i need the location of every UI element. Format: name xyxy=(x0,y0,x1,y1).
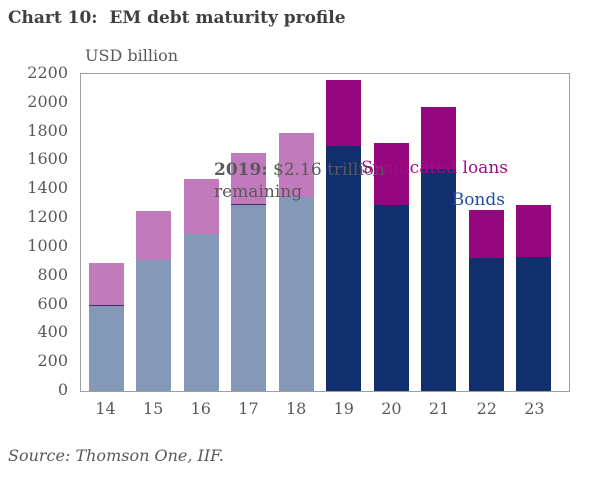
bar-2022 xyxy=(468,74,504,391)
source-note: Source: Thomson One, IIF. xyxy=(8,446,224,465)
bar-2018 xyxy=(278,74,314,391)
x-axis: 14 15 16 17 18 19 20 21 22 23 xyxy=(80,399,570,418)
bar-2023-syndicated-loans-segment xyxy=(515,205,551,257)
bar-2016-syndicated-loans-segment xyxy=(183,179,219,234)
bar-2017 xyxy=(231,74,267,391)
y-tick-1000: 1000 xyxy=(27,236,68,255)
y-tick-1200: 1200 xyxy=(27,207,68,226)
x-tick-17: 17 xyxy=(238,399,259,418)
bar-2020-syndicated-loans-segment xyxy=(373,143,409,205)
bar-2015-bonds-segment xyxy=(136,260,172,391)
x-tick-15: 15 xyxy=(142,399,164,418)
x-tick-23: 23 xyxy=(524,399,545,418)
y-tick-1400: 1400 xyxy=(27,178,68,197)
bar-2019 xyxy=(326,74,362,391)
bar-2017-bonds-segment xyxy=(231,205,267,391)
x-tick-19: 19 xyxy=(333,399,354,418)
bar-2021-bonds-segment xyxy=(421,169,457,391)
x-tick-21: 21 xyxy=(428,399,450,418)
bar-2023-bonds-segment xyxy=(515,257,551,391)
y-tick-400: 400 xyxy=(37,322,68,341)
bar-2022-syndicated-loans-segment xyxy=(468,210,504,258)
bar-2023 xyxy=(515,74,551,391)
y-tick-1800: 1800 xyxy=(27,121,68,140)
bar-2021 xyxy=(421,74,457,391)
bar-2019-bonds-segment xyxy=(326,146,362,391)
x-tick-22: 22 xyxy=(476,399,497,418)
y-axis: 2200 2000 1800 1600 1400 1200 1000 800 600 400 200… xyxy=(0,63,68,399)
y-tick-2000: 2000 xyxy=(27,92,68,111)
bar-2014 xyxy=(89,74,124,391)
y-tick-200: 200 xyxy=(37,351,68,370)
annotation-2019-remaining: 2019: $2.16 trillion remaining xyxy=(214,159,434,203)
bar-2016 xyxy=(183,74,219,391)
y-tick-600: 600 xyxy=(37,294,68,313)
legend-syndicated-loans: Syndicated loans xyxy=(361,158,508,178)
x-tick-20: 20 xyxy=(381,399,402,418)
legend-bonds: Bonds xyxy=(451,190,505,210)
bar-2020 xyxy=(373,74,409,391)
bar-2022-bonds-segment xyxy=(468,258,504,391)
plot-bars xyxy=(81,74,569,391)
bar-2019-syndicated-loans-segment xyxy=(326,80,362,146)
bar-2014-syndicated-loans-segment xyxy=(89,263,124,306)
bar-2021-syndicated-loans-segment xyxy=(421,107,457,169)
bar-2018-bonds-segment xyxy=(278,197,314,391)
annotation-line2: remaining xyxy=(214,182,303,202)
annotation-amount: $2.16 trillion xyxy=(273,160,385,180)
bar-2015 xyxy=(136,74,172,391)
bar-2016-bonds-segment xyxy=(183,234,219,391)
bar-2015-syndicated-loans-segment xyxy=(136,211,172,260)
y-tick-1600: 1600 xyxy=(27,149,68,168)
y-tick-2200: 2200 xyxy=(27,63,68,82)
chart-title: Chart 10: EM debt maturity profile xyxy=(8,8,346,28)
bar-2014-bonds-segment xyxy=(89,306,124,391)
x-tick-16: 16 xyxy=(190,399,211,418)
bar-2020-bonds-segment xyxy=(373,205,409,391)
bar-2017-syndicated-loans-segment xyxy=(231,153,267,205)
plot-area: 2019: $2.16 trillion remaining Syndicate… xyxy=(80,73,570,392)
x-tick-18: 18 xyxy=(285,399,307,418)
annotation-year: 2019: xyxy=(214,160,268,180)
y-tick-0: 0 xyxy=(57,380,68,399)
y-axis-unit-label: USD billion xyxy=(85,46,179,65)
y-tick-800: 800 xyxy=(37,265,68,284)
x-tick-14: 14 xyxy=(95,399,116,418)
bar-2018-syndicated-loans-segment xyxy=(278,133,314,197)
